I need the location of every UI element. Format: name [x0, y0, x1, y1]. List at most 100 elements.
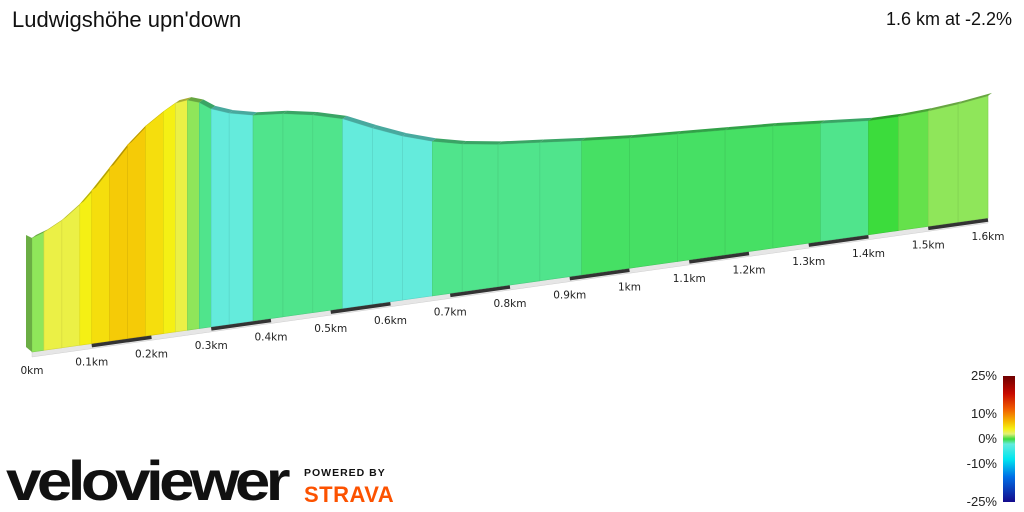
profile-top-edge [229, 110, 258, 116]
profile-top-edge [253, 110, 287, 116]
veloviewer-logo: veloviewer [6, 452, 290, 510]
distance-tick-label: 0.2km [135, 348, 168, 360]
profile-segment [61, 203, 81, 349]
distance-tick-label: 0.6km [374, 315, 407, 327]
gradient-legend-label: 10% [971, 406, 997, 421]
profile-start-cap [26, 235, 32, 352]
distance-tick-label: 0.1km [75, 357, 108, 369]
profile-segment [91, 166, 110, 344]
profile-segment [282, 113, 314, 318]
profile-top-edge [312, 111, 347, 119]
profile-top-edge [109, 141, 132, 168]
profile-segment [109, 144, 128, 342]
profile-top-edge [187, 97, 204, 103]
profile-segment [432, 141, 463, 297]
profile-segment [927, 103, 959, 227]
profile-segment [199, 101, 212, 329]
profile-top-edge [282, 110, 317, 115]
profile-top-edge [175, 97, 192, 104]
distance-band [689, 251, 750, 264]
profile-segment [228, 112, 254, 325]
distance-band [330, 302, 391, 314]
gradient-legend-label: 25% [971, 368, 997, 383]
profile-segment [724, 125, 774, 256]
distance-tick-label: 0.8km [493, 298, 526, 310]
profile-top-edge [677, 127, 730, 135]
distance-tick-label: 1.2km [732, 265, 765, 277]
distance-band [211, 318, 272, 331]
distance-tick-label: 1.5km [912, 239, 945, 251]
profile-segment [31, 231, 45, 353]
profile-segment [252, 113, 284, 322]
profile-top-edge [581, 135, 634, 141]
profile-top-edge [820, 117, 873, 124]
chart-title: Ludwigshöhe upn'down [12, 7, 242, 32]
profile-segment [145, 110, 164, 337]
profile-segment [497, 142, 541, 288]
gradient-legend: 25% 10% 0% -10% -25% [967, 368, 1015, 509]
profile-segment [163, 102, 176, 334]
profile-segment [43, 219, 63, 351]
profile-segment [461, 143, 499, 293]
profile-top-edge [725, 123, 777, 131]
distance-tick-label: 1.6km [971, 231, 1004, 243]
profile-top-edge [43, 217, 66, 233]
profile-segment [79, 189, 93, 346]
profile-top-edge [868, 113, 903, 121]
distance-band [569, 268, 630, 281]
strava-logo: STRAVA [304, 482, 394, 507]
distance-band [450, 285, 511, 298]
profile-top-edge [199, 99, 216, 109]
distance-gradient-summary: 1.6 km at -2.2% [885, 9, 1012, 29]
profile-top-edge [772, 120, 825, 127]
profile-segment [402, 135, 433, 301]
profile-segment [898, 110, 929, 231]
profile-top-edge [32, 229, 48, 238]
profile-segment [820, 120, 869, 242]
distance-tick-label: 0.7km [434, 306, 467, 318]
distance-tick-label: 0.9km [553, 290, 586, 302]
distance-tick-label: 0km [21, 365, 44, 377]
profile-segment [312, 114, 344, 313]
profile-top-edge [462, 140, 503, 145]
profile-segment [342, 118, 373, 309]
distance-band [91, 335, 152, 348]
profile-segment [581, 137, 630, 276]
profile-top-edge [629, 131, 682, 139]
profile-top-edge [928, 101, 963, 112]
profile-segment [175, 99, 188, 333]
veloviewer-strava-branding: veloviewer POWERED BY STRAVA [6, 452, 394, 510]
profile-segment [629, 133, 678, 269]
profile-segment [539, 140, 583, 282]
distance-tick-label: 1.4km [852, 248, 885, 260]
profile-segment [868, 116, 899, 236]
distance-band [928, 218, 989, 231]
profile-top-edge [342, 115, 377, 129]
distance-tick-label: 1.1km [673, 273, 706, 285]
profile-segments [26, 92, 992, 353]
profile-segment [957, 95, 989, 223]
profile-segment [372, 127, 403, 305]
distance-tick-label: 0.3km [195, 340, 228, 352]
profile-segment [676, 129, 726, 262]
profile-segment [127, 125, 146, 339]
profile-top-edge [61, 201, 84, 221]
gradient-color-bar [1003, 376, 1015, 502]
profile-top-edge [898, 108, 933, 117]
profile-top-edge [211, 105, 234, 114]
profile-top-edge [498, 139, 544, 145]
profile-top-edge [402, 133, 437, 142]
distance-tick-label: 0.5km [314, 323, 347, 335]
distance-tick-label: 0.4km [254, 332, 287, 344]
distance-band [808, 235, 869, 247]
gradient-legend-label: -25% [967, 494, 998, 509]
profile-top-edge [432, 138, 467, 144]
distance-tick-label: 1.3km [792, 256, 825, 268]
distance-ticks: 0km 0.1km 0.2km 0.3km 0.4km 0.5km 0.6km 0.7km 0.… [21, 218, 1005, 377]
gradient-legend-label: 0% [978, 431, 997, 446]
profile-top-edge [958, 92, 992, 105]
profile-segment [772, 123, 822, 249]
profile-segment [187, 99, 200, 331]
powered-by-label: POWERED BY [304, 467, 386, 479]
